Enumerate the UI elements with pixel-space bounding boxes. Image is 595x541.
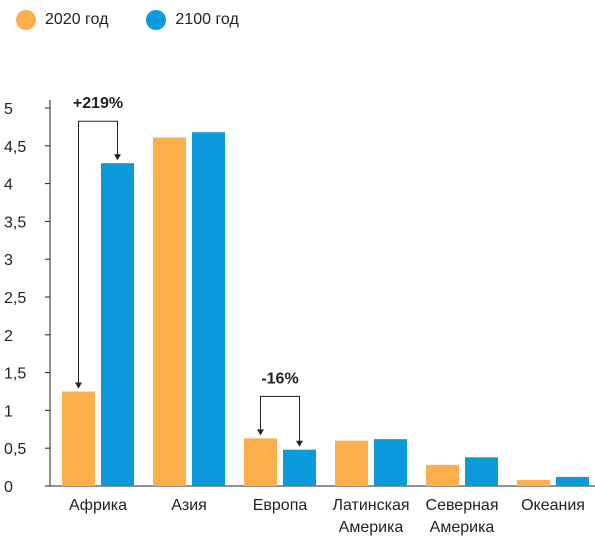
bar-2020-4 [426,464,459,486]
category-label: Америка [430,519,495,536]
category-label: Северная [426,497,499,514]
legend-label-2020: 2020 год [45,11,109,28]
category-label: Латинская [332,497,409,514]
category-label: Америка [339,519,404,536]
y-tick-label: 3,5 [4,214,26,231]
legend-item-2020: 2020 год [16,10,108,30]
y-tick-label: 0,5 [4,441,26,458]
bar-2100-5 [556,476,589,486]
y-tick-label: 1 [4,403,13,420]
y-tick-label: 3 [4,252,13,269]
bar-2100-1 [192,132,225,486]
bar-2020-3 [335,440,368,486]
bar-2020-1 [153,137,186,486]
annotation-bracket [260,395,300,442]
bar-2100-3 [374,439,407,486]
annotation-arrow [75,382,82,389]
annotation-bracket [78,120,118,384]
bar-2100-2 [283,449,316,486]
y-tick-label: 2,5 [4,290,26,307]
category-label: Африка [69,497,127,514]
annotation-label: +219% [73,95,123,112]
legend-item-2100: 2100 год [146,10,239,30]
category-label: Азия [171,497,207,514]
annotation-label: -16% [261,370,298,387]
annotation-arrow [114,154,121,161]
bar-2100-4 [465,457,498,486]
bar-2100-0 [101,163,134,487]
category-label: Европа [253,497,308,514]
y-tick-label: 4 [4,177,13,194]
category-label: Океания [521,497,585,514]
annotation-arrow [296,440,303,447]
legend-swatch-2100 [146,10,167,30]
y-tick-label: 1,5 [4,366,26,383]
y-tick-label: 4,5 [4,139,26,156]
legend-swatch-2020 [16,10,36,30]
bar-2020-0 [62,391,95,486]
annotation-arrow [257,429,264,436]
bar-2020-5 [517,479,550,486]
bar-2020-2 [244,438,277,486]
y-tick-label: 5 [4,101,13,118]
legend-label-2100: 2100 год [175,11,239,28]
y-tick-label: 0 [4,479,13,496]
legend: 2020 год 2100 год [16,10,239,30]
y-tick-label: 2 [4,328,13,345]
